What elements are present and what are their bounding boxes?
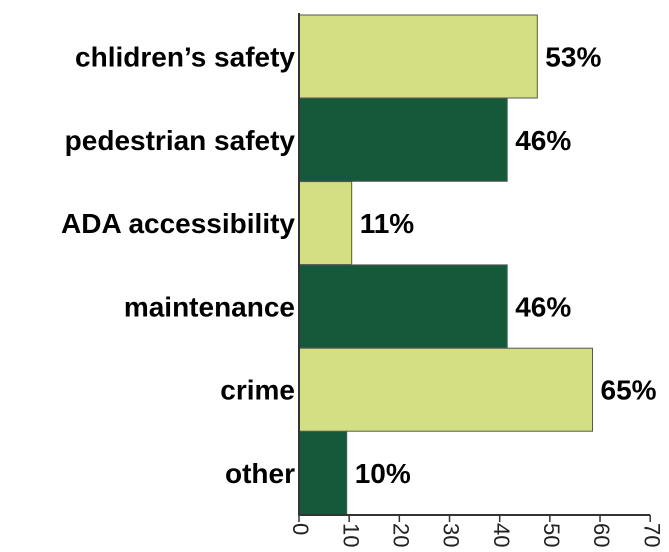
data-labels: 53% 46% 11% 46% 65% 10% xyxy=(355,42,657,490)
data-label: 65% xyxy=(601,375,657,406)
bar xyxy=(298,264,508,349)
x-tick-label: 50 xyxy=(539,523,564,547)
data-label: 46% xyxy=(515,125,571,156)
bar xyxy=(298,347,593,432)
category-label: crime xyxy=(220,375,295,406)
data-label: 11% xyxy=(360,208,415,239)
data-label: 10% xyxy=(355,458,411,489)
x-tick-label: 20 xyxy=(388,523,413,547)
x-tick-label: 30 xyxy=(439,523,464,547)
bar xyxy=(298,181,353,266)
x-tick-label: 10 xyxy=(338,523,363,547)
bar xyxy=(298,97,508,182)
data-label: 53% xyxy=(545,42,601,73)
category-label: pedestrian safety xyxy=(65,125,296,156)
data-label: 46% xyxy=(515,291,571,322)
x-tick-label: 70 xyxy=(639,523,664,547)
category-label: chlidren’s safety xyxy=(75,42,295,73)
category-label: maintenance xyxy=(124,291,295,322)
x-tick-label: 0 xyxy=(288,523,313,535)
category-label: other xyxy=(225,458,295,489)
bar xyxy=(298,14,538,99)
category-label: ADA accessibility xyxy=(61,208,295,239)
category-labels: chlidren’s safety pedestrian safety ADA ac… xyxy=(61,42,295,490)
bars-group xyxy=(298,14,593,515)
bar xyxy=(298,431,348,515)
x-tick-label: 60 xyxy=(589,523,614,547)
x-axis: 0 10 20 30 40 50 60 70 xyxy=(288,514,664,547)
x-tick-label: 40 xyxy=(489,523,514,547)
